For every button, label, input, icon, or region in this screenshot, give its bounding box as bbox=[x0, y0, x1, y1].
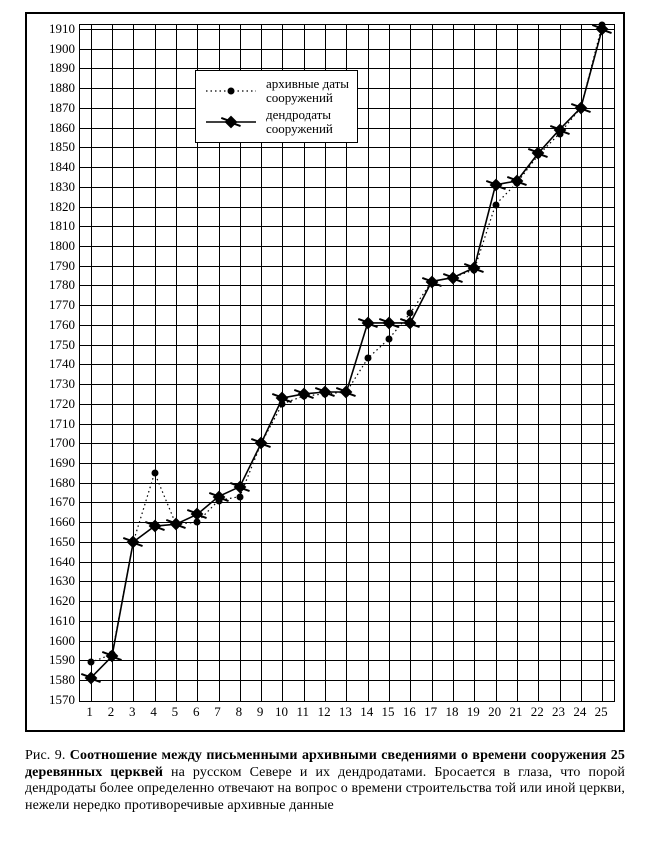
x-tick-label: 3 bbox=[129, 705, 136, 718]
plot-area: архивные даты сооруженийдендродаты соору… bbox=[79, 24, 615, 702]
y-tick-label: 1570 bbox=[31, 693, 75, 706]
archive-marker bbox=[364, 355, 371, 362]
legend-swatch bbox=[204, 80, 258, 102]
archive-marker bbox=[87, 659, 94, 666]
x-tick-label: 18 bbox=[445, 705, 458, 718]
legend-row: архивные даты сооружений bbox=[204, 77, 349, 106]
y-tick-label: 1840 bbox=[31, 160, 75, 173]
y-tick-label: 1830 bbox=[31, 180, 75, 193]
y-tick-label: 1590 bbox=[31, 653, 75, 666]
x-tick-label: 15 bbox=[382, 705, 395, 718]
y-tick-label: 1870 bbox=[31, 101, 75, 114]
y-tick-label: 1610 bbox=[31, 614, 75, 627]
archive-marker bbox=[492, 201, 499, 208]
y-tick-label: 1640 bbox=[31, 555, 75, 568]
y-tick-label: 1750 bbox=[31, 338, 75, 351]
x-tick-label: 22 bbox=[531, 705, 544, 718]
legend-row: дендродаты сооружений bbox=[204, 108, 349, 137]
x-tick-label: 10 bbox=[275, 705, 288, 718]
x-tick-label: 6 bbox=[193, 705, 200, 718]
y-tick-label: 1740 bbox=[31, 357, 75, 370]
archive-marker bbox=[151, 469, 158, 476]
x-tick-label: 23 bbox=[552, 705, 565, 718]
legend: архивные даты сооруженийдендродаты соору… bbox=[195, 70, 358, 143]
x-tick-label: 13 bbox=[339, 705, 352, 718]
y-tick-label: 1900 bbox=[31, 42, 75, 55]
chart-outer-frame: архивные даты сооруженийдендродаты соору… bbox=[25, 12, 625, 732]
x-tick-label: 12 bbox=[318, 705, 331, 718]
legend-label: архивные даты сооружений bbox=[266, 77, 349, 106]
x-tick-label: 11 bbox=[297, 705, 310, 718]
archive-marker bbox=[228, 88, 235, 95]
y-tick-label: 1670 bbox=[31, 495, 75, 508]
figure-caption: Рис. 9. Соотношение между письменными ар… bbox=[25, 748, 625, 814]
x-tick-label: 24 bbox=[573, 705, 586, 718]
x-tick-label: 9 bbox=[257, 705, 264, 718]
y-tick-label: 1730 bbox=[31, 377, 75, 390]
y-tick-label: 1580 bbox=[31, 673, 75, 686]
y-tick-label: 1650 bbox=[31, 535, 75, 548]
y-tick-label: 1890 bbox=[31, 61, 75, 74]
x-tick-label: 17 bbox=[424, 705, 437, 718]
x-tick-label: 25 bbox=[595, 705, 608, 718]
y-tick-label: 1690 bbox=[31, 456, 75, 469]
y-tick-label: 1780 bbox=[31, 278, 75, 291]
y-tick-label: 1710 bbox=[31, 417, 75, 430]
y-tick-label: 1850 bbox=[31, 140, 75, 153]
y-tick-label: 1630 bbox=[31, 574, 75, 587]
legend-label: дендродаты сооружений bbox=[266, 108, 333, 137]
y-tick-label: 1880 bbox=[31, 81, 75, 94]
x-tick-label: 21 bbox=[509, 705, 522, 718]
x-tick-label: 14 bbox=[360, 705, 373, 718]
y-tick-label: 1810 bbox=[31, 219, 75, 232]
y-tick-label: 1600 bbox=[31, 634, 75, 647]
y-tick-label: 1680 bbox=[31, 476, 75, 489]
y-tick-label: 1720 bbox=[31, 397, 75, 410]
y-tick-label: 1660 bbox=[31, 515, 75, 528]
archive-marker bbox=[236, 493, 243, 500]
x-tick-label: 7 bbox=[214, 705, 221, 718]
y-tick-label: 1910 bbox=[31, 22, 75, 35]
y-tick-label: 1760 bbox=[31, 318, 75, 331]
x-tick-label: 1 bbox=[86, 705, 93, 718]
x-tick-label: 16 bbox=[403, 705, 416, 718]
x-tick-label: 2 bbox=[108, 705, 115, 718]
x-tick-label: 4 bbox=[150, 705, 157, 718]
y-tick-label: 1790 bbox=[31, 259, 75, 272]
y-tick-label: 1700 bbox=[31, 436, 75, 449]
x-tick-label: 19 bbox=[467, 705, 480, 718]
archive-marker bbox=[386, 335, 393, 342]
y-tick-label: 1800 bbox=[31, 239, 75, 252]
y-tick-label: 1860 bbox=[31, 121, 75, 134]
legend-swatch bbox=[204, 111, 258, 133]
archive-marker bbox=[407, 310, 414, 317]
x-tick-label: 5 bbox=[172, 705, 179, 718]
x-tick-label: 8 bbox=[236, 705, 243, 718]
y-tick-label: 1620 bbox=[31, 594, 75, 607]
y-tick-label: 1820 bbox=[31, 200, 75, 213]
y-tick-label: 1770 bbox=[31, 298, 75, 311]
x-tick-label: 20 bbox=[488, 705, 501, 718]
caption-prefix: Рис. 9. bbox=[25, 748, 65, 763]
